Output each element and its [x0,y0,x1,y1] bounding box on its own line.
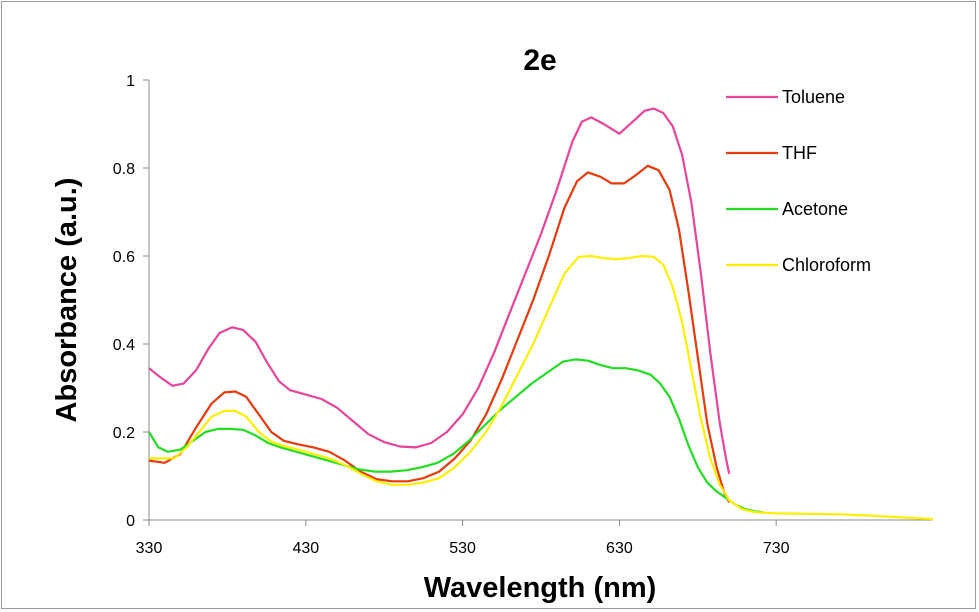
series-line-chloroform [149,254,934,521]
y-tick-label: 0.8 [113,161,135,178]
x-tick-label: 330 [136,540,163,557]
x-tick-label: 430 [292,540,319,557]
y-tick-label: 0.2 [113,425,135,442]
x-tick-label: 630 [606,540,633,557]
x-tick-label: 530 [449,540,476,557]
legend-label-chloroform: Chloroform [782,255,871,275]
legend-label-acetone: Acetone [782,199,848,219]
series-line-acetone [148,358,764,514]
legend: Toluene THF Acetone Chloroform [726,87,871,275]
series-line-toluene [148,107,731,475]
y-tick-label: 0.4 [113,337,135,354]
chart-title: 2e [523,44,556,77]
axes: 0 0.2 0.4 0.6 0.8 1 330 430 530 630 730 [113,73,933,557]
series-line-thf [148,164,731,503]
plot-lines [148,107,934,521]
x-axis-title: Wavelength (nm) [424,572,657,604]
x-tick-label: 730 [763,540,790,557]
y-tick-label: 1 [126,73,135,90]
y-tick-label: 0.6 [113,249,135,266]
legend-label-thf: THF [782,143,817,163]
y-axis-title: Absorbance (a.u.) [51,178,83,423]
y-tick-label: 0 [126,513,135,530]
legend-label-toluene: Toluene [782,87,845,107]
